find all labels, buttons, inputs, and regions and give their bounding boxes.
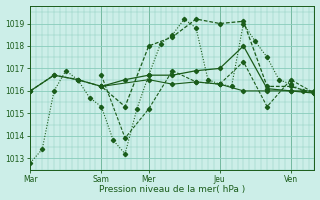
X-axis label: Pression niveau de la mer( hPa ): Pression niveau de la mer( hPa ) [99,185,245,194]
